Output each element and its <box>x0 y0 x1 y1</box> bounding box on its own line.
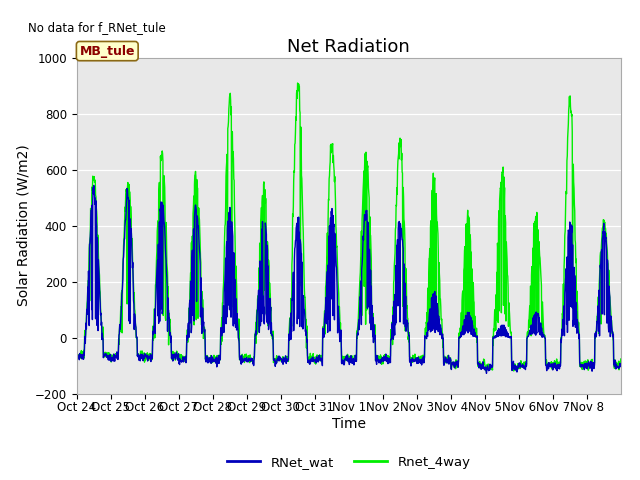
Rnet_4way <box>510 368 518 374</box>
RNet_wat <box>611 364 618 370</box>
Rnet_4way <box>611 365 618 371</box>
Text: MB_tule: MB_tule <box>79 45 135 58</box>
RNet_wat <box>158 311 166 316</box>
RNet_wat <box>477 366 485 372</box>
Line: RNet_wat: RNet_wat <box>77 185 621 373</box>
RNet_wat <box>90 182 98 188</box>
Text: No data for f_RNet_tule: No data for f_RNet_tule <box>28 21 166 34</box>
Title: Net Radiation: Net Radiation <box>287 38 410 56</box>
Rnet_4way <box>73 353 81 359</box>
RNet_wat <box>617 363 625 369</box>
Rnet_4way <box>335 290 342 296</box>
Rnet_4way <box>294 80 301 86</box>
RNet_wat <box>324 316 332 322</box>
RNet_wat <box>335 312 342 318</box>
Rnet_4way <box>617 356 625 362</box>
X-axis label: Time: Time <box>332 417 366 431</box>
Rnet_4way <box>158 153 166 158</box>
Rnet_4way <box>324 197 332 203</box>
Rnet_4way <box>557 339 565 345</box>
Y-axis label: Solar Radiation (W/m2): Solar Radiation (W/m2) <box>17 145 31 306</box>
Rnet_4way <box>477 362 485 368</box>
Legend: RNet_wat, Rnet_4way: RNet_wat, Rnet_4way <box>222 451 476 474</box>
RNet_wat <box>557 340 565 346</box>
RNet_wat <box>73 349 81 355</box>
RNet_wat <box>483 371 490 376</box>
Line: Rnet_4way: Rnet_4way <box>77 83 621 371</box>
